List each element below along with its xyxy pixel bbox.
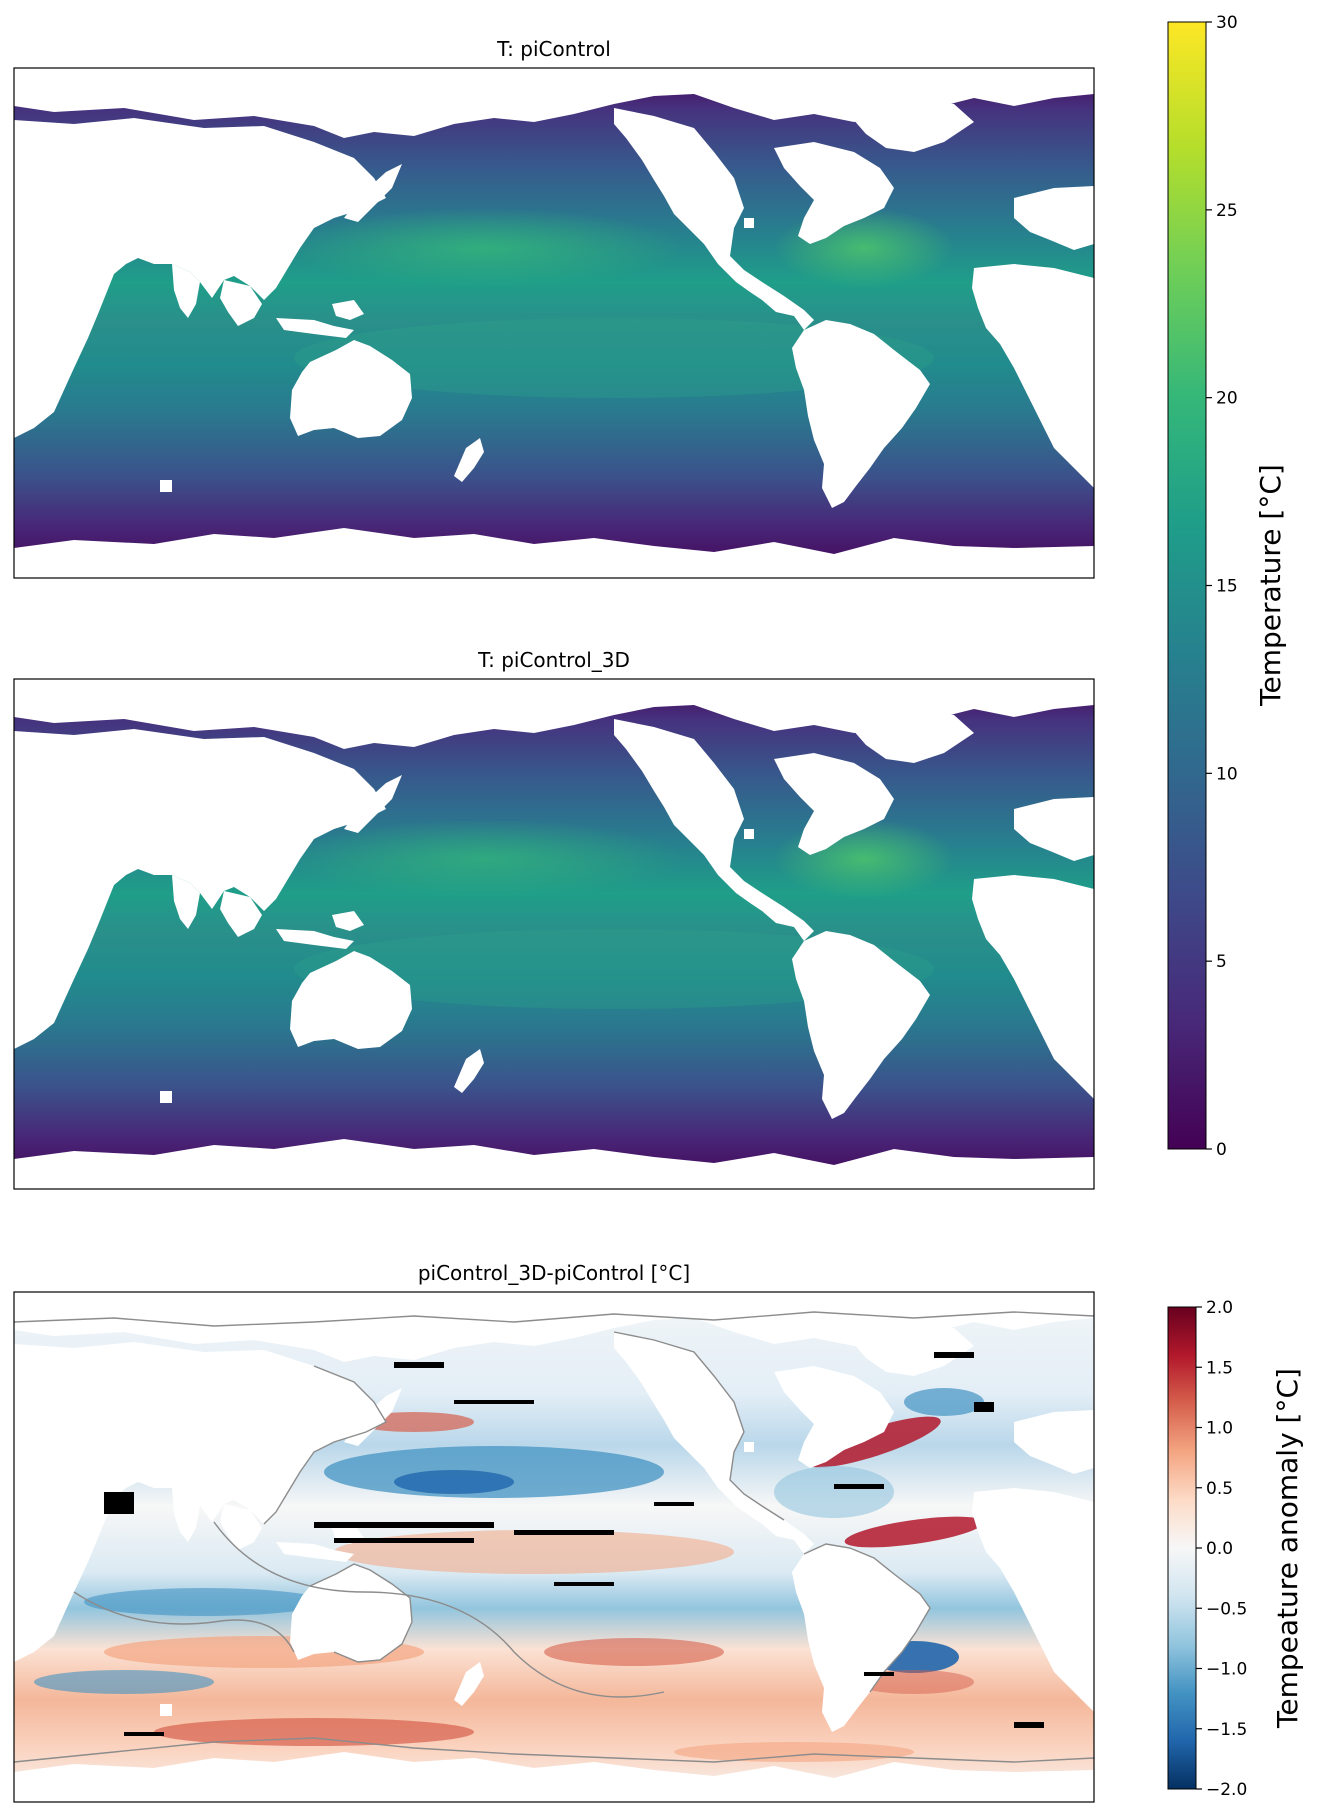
stipple-markers: [104, 1352, 1044, 1736]
panel-2-title: T: piControl_3D: [477, 648, 630, 672]
colorbar-temperature-tick-label: 20: [1216, 389, 1238, 409]
colorbar-temperature: 0 5 10 15 20 25 30 Temperature [°C]: [1167, 13, 1287, 1160]
colorbar-anomaly-bar: [1167, 1306, 1197, 1790]
colorbar-anomaly-tick-label: −2.0: [1206, 1780, 1247, 1800]
colorbar-temperature-tick-label: 5: [1216, 952, 1227, 972]
bathymetry-contours: [13, 1311, 1095, 1763]
panel-3: [13, 1291, 1095, 1803]
colorbar-anomaly-tick-label: 0.0: [1206, 1539, 1233, 1559]
colorbar-anomaly-tick-label: −0.5: [1206, 1599, 1247, 1619]
colorbar-temperature-label: Temperature [°C]: [1254, 464, 1287, 707]
colorbar-anomaly-tick-label: 1.0: [1206, 1419, 1233, 1439]
panel-1: [13, 67, 1095, 579]
colorbar-anomaly-tick-label: 1.5: [1206, 1358, 1233, 1378]
colorbar-temperature-tick-label: 10: [1216, 764, 1238, 784]
panel-3-title: piControl_3D-piControl [°C]: [418, 1261, 690, 1285]
colorbar-temperature-ticks: 0 5 10 15 20 25 30: [1206, 13, 1238, 1160]
colorbar-anomaly-tick-label: −1.5: [1206, 1720, 1247, 1740]
panel-2-frame: [13, 678, 1095, 1190]
colorbar-temperature-tick-label: 30: [1216, 13, 1238, 33]
anomaly-patches: [34, 1388, 984, 1762]
colorbar-anomaly-tick-label: −1.0: [1206, 1660, 1247, 1680]
colorbar-anomaly: 2.0 1.5 1.0 0.5 0.0 −0.5 −1.0 −1.5 −2.0 Tempeatu…: [1167, 1298, 1304, 1800]
colorbar-anomaly-ticks: 2.0 1.5 1.0 0.5 0.0 −0.5 −1.0 −1.5 −2.0: [1196, 1298, 1247, 1800]
colorbar-anomaly-label: Tempeature anomaly [°C]: [1271, 1368, 1304, 1729]
panel-1-frame: [13, 67, 1095, 579]
panel-3-frame: [13, 1291, 1095, 1803]
colorbar-anomaly-tick-label: 0.5: [1206, 1479, 1233, 1499]
colorbar-temperature-bar: [1167, 21, 1207, 1150]
panel-1-title: T: piControl: [496, 37, 611, 61]
panel-2: [13, 678, 1095, 1190]
colorbar-temperature-tick-label: 0: [1216, 1140, 1227, 1160]
colorbar-temperature-tick-label: 25: [1216, 201, 1238, 221]
colorbar-temperature-tick-label: 15: [1216, 577, 1238, 597]
colorbar-anomaly-tick-label: 2.0: [1206, 1298, 1233, 1318]
